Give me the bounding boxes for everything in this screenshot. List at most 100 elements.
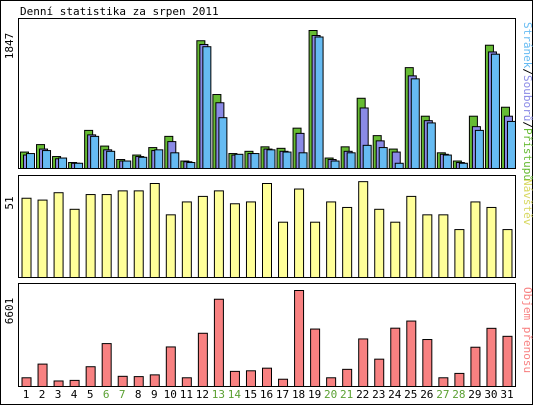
bar-navstev-day-30 — [486, 206, 497, 278]
x-axis-day-labels: 1 2 3 4 5 6 7 8 9 10 11 12 13 14 15 16 17 18 19 20 21 22 23 24 2… — [23, 388, 514, 401]
bar-navstev-day-15 — [245, 201, 256, 278]
bar-objem-day-25 — [406, 320, 417, 387]
x-label-day-24: 24 — [388, 388, 402, 401]
legend-navstev: Návštěv — [521, 179, 533, 226]
bar-navstev-day-14 — [229, 203, 240, 278]
bar-objem-day-4 — [69, 379, 80, 388]
bar-navstev-day-25 — [406, 195, 417, 278]
x-label-day-28: 28 — [452, 388, 465, 401]
bar-stranek-day-29 — [474, 129, 484, 169]
legend-bottom: Objem přenosu — [521, 287, 533, 373]
bar-stranek-day-28 — [458, 162, 468, 170]
bar-navstev-day-19 — [310, 221, 321, 279]
legend-stranek: Stránek — [521, 22, 533, 69]
bar-objem-day-10 — [165, 346, 176, 387]
bar-objem-day-6 — [101, 343, 112, 388]
bar-stranek-day-15 — [250, 153, 260, 170]
legend-top: Stránek/Souborů/Přístupů — [521, 22, 533, 181]
bar-objem-day-17 — [278, 378, 289, 387]
bar-stranek-day-6 — [106, 150, 116, 169]
bar-objem-day-24 — [390, 327, 401, 387]
bar-stranek-day-12 — [202, 46, 212, 169]
bar-objem-day-1 — [21, 377, 32, 387]
bar-objem-day-30 — [486, 327, 497, 387]
legend-souboru: Souborů — [521, 75, 533, 121]
bar-stranek-day-27 — [442, 154, 452, 169]
x-label-day-16: 16 — [260, 388, 273, 401]
y-max-label-middle: 51 — [3, 196, 16, 209]
bar-navstev-day-9 — [149, 183, 160, 278]
bar-navstev-day-2 — [37, 199, 48, 279]
x-label-day-13: 13 — [212, 388, 225, 401]
bar-objem-day-15 — [245, 370, 256, 387]
x-label-day-26: 26 — [420, 388, 433, 401]
x-label-day-4: 4 — [71, 388, 78, 401]
bar-navstev-day-12 — [197, 195, 208, 278]
bar-objem-day-20 — [326, 377, 337, 387]
bar-navstev-day-23 — [374, 208, 385, 278]
panel-visits: 51 Návštěv — [3, 175, 533, 279]
bar-navstev-day-6 — [101, 194, 112, 278]
bar-stranek-day-14 — [234, 153, 244, 169]
x-label-day-15: 15 — [244, 388, 257, 401]
x-label-day-7: 7 — [119, 388, 126, 401]
bar-navstev-day-18 — [294, 188, 305, 279]
bar-objem-day-16 — [262, 367, 272, 388]
chart-title: Denní statistika za srpen 2011 — [20, 5, 219, 18]
bar-stranek-day-31 — [506, 120, 516, 170]
x-label-day-8: 8 — [135, 388, 142, 401]
bar-stranek-day-21 — [346, 152, 356, 170]
x-label-day-11: 11 — [180, 388, 193, 401]
bar-stranek-day-3 — [58, 157, 68, 170]
x-label-day-3: 3 — [55, 388, 62, 401]
x-label-day-5: 5 — [87, 388, 94, 401]
bar-stranek-day-18 — [298, 152, 308, 170]
bar-objem-day-21 — [342, 368, 353, 387]
legend-sep: / — [521, 121, 533, 128]
bar-navstev-day-7 — [117, 190, 128, 278]
bar-navstev-day-4 — [69, 208, 80, 278]
bar-stranek-day-4 — [74, 162, 84, 170]
bar-stranek-day-22 — [362, 144, 372, 170]
x-label-day-6: 6 — [103, 388, 110, 401]
bar-stranek-day-1 — [26, 153, 35, 170]
bar-objem-day-11 — [181, 377, 192, 387]
bar-navstev-day-31 — [502, 229, 513, 278]
bar-objem-day-29 — [470, 346, 481, 387]
x-label-day-22: 22 — [356, 388, 369, 401]
bar-navstev-day-1 — [21, 197, 32, 279]
x-label-day-9: 9 — [151, 388, 158, 401]
bar-navstev-day-29 — [470, 201, 481, 278]
bar-objem-day-7 — [117, 375, 128, 388]
bar-navstev-day-11 — [181, 201, 192, 278]
bar-navstev-day-13 — [213, 190, 224, 278]
bar-objem-day-13 — [213, 298, 224, 388]
x-label-day-12: 12 — [196, 388, 209, 401]
bar-objem-day-14 — [229, 370, 240, 388]
x-label-day-10: 10 — [164, 388, 177, 401]
bar-objem-day-12 — [197, 332, 208, 387]
bar-objem-day-26 — [422, 339, 433, 387]
panel-hits-files-pages: 1847 Stránek/Souborů/Přístupů — [3, 18, 533, 181]
x-label-day-18: 18 — [292, 388, 305, 401]
bar-objem-day-22 — [358, 338, 369, 388]
bar-navstev-day-16 — [262, 183, 272, 278]
bar-stranek-day-16 — [266, 149, 276, 169]
bar-objem-day-27 — [438, 377, 449, 387]
x-label-day-17: 17 — [276, 388, 289, 401]
bar-objem-day-23 — [374, 358, 385, 388]
panel-transfer-volume: 6601 Objem přenosu — [3, 283, 533, 388]
bar-stranek-day-30 — [490, 53, 500, 170]
bar-objem-day-28 — [454, 372, 465, 387]
bar-stranek-day-19 — [314, 36, 324, 169]
bar-stranek-day-17 — [282, 151, 292, 169]
bar-stranek-day-26 — [426, 122, 436, 169]
bar-stranek-day-25 — [410, 78, 420, 169]
bar-objem-day-2 — [37, 363, 48, 387]
bar-navstev-day-26 — [422, 214, 433, 278]
bar-navstev-day-17 — [278, 221, 289, 279]
bar-objem-day-18 — [294, 290, 305, 387]
bar-stranek-day-2 — [42, 150, 52, 170]
